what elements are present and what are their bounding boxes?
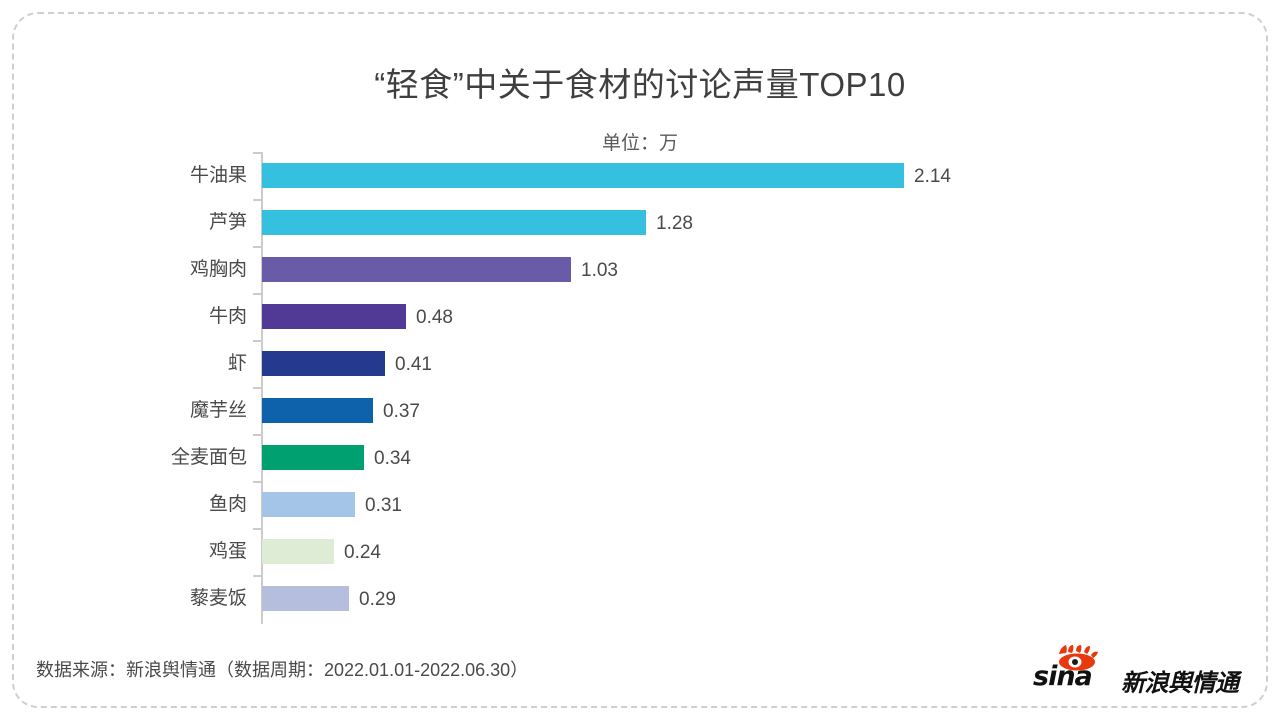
bar-wrapper: [262, 481, 355, 528]
bar-value-label: 1.28: [656, 213, 693, 234]
y-axis-line: [261, 152, 263, 624]
bar-row: 鸡蛋 0.24: [0, 528, 1280, 575]
sina-logo: sina 新浪舆情通: [1033, 645, 1248, 697]
category-label: 鸡胸肉: [189, 259, 247, 280]
bar-value-label: 0.31: [365, 495, 402, 516]
axis-tick-mark: [253, 434, 261, 436]
bar-row: 鸡胸肉 1.03: [0, 246, 1280, 293]
bar[interactable]: [262, 539, 334, 564]
bar-row: 牛肉 0.48: [0, 293, 1280, 340]
chart-unit-subtitle: 单位：万: [601, 133, 678, 154]
bar-chart-plot-area: 牛油果 2.14 芦笋 1.28 鸡胸肉 1.03 牛肉 0.48 虾 0.41 魔芋丝 0.37 全麦…: [0, 152, 1280, 624]
axis-tick-mark: [253, 340, 261, 342]
category-label: 魔芋丝: [189, 400, 247, 421]
bar[interactable]: [262, 351, 385, 376]
bar[interactable]: [262, 304, 406, 329]
bar-value-label: 0.24: [344, 542, 381, 563]
bar-row: 藜麦饭 0.29: [0, 575, 1280, 622]
bar-row: 鱼肉 0.31: [0, 481, 1280, 528]
bar-value-label: 0.37: [383, 401, 420, 422]
category-label: 鸡蛋: [208, 541, 247, 562]
sina-eye-icon: [1059, 645, 1098, 671]
page-title: “轻食”中关于食材的讨论声量TOP10: [374, 66, 906, 103]
category-label: 全麦面包: [170, 447, 247, 468]
bar-wrapper: [262, 199, 646, 246]
bar[interactable]: [262, 586, 349, 611]
category-label: 鱼肉: [208, 494, 247, 515]
axis-tick-mark: [253, 387, 261, 389]
bar[interactable]: [262, 257, 571, 282]
bar[interactable]: [262, 492, 355, 517]
sina-wordmark: sina: [1033, 661, 1093, 692]
data-source-note: 数据来源：新浪舆情通（数据周期：2022.01.01-2022.06.30）: [36, 660, 529, 680]
bar-wrapper: [262, 434, 364, 481]
category-label: 藜麦饭: [189, 588, 247, 609]
category-label: 虾: [227, 353, 247, 374]
bar-wrapper: [262, 246, 571, 293]
bar-value-label: 0.29: [359, 589, 396, 610]
bar-wrapper: [262, 293, 406, 340]
bar[interactable]: [262, 210, 646, 235]
axis-tick-mark: [253, 481, 261, 483]
bar[interactable]: [262, 398, 373, 423]
axis-tick-mark: [253, 246, 261, 248]
bar[interactable]: [262, 445, 364, 470]
bar-wrapper: [262, 575, 349, 622]
axis-tick-mark: [253, 528, 261, 530]
bar-row: 牛油果 2.14: [0, 152, 1280, 199]
axis-tick-mark: [253, 152, 261, 154]
axis-tick-mark: [253, 199, 261, 201]
bar-wrapper: [262, 387, 373, 434]
bar-wrapper: [262, 340, 385, 387]
bar-wrapper: [262, 152, 904, 199]
bar-value-label: 0.48: [416, 307, 453, 328]
bar[interactable]: [262, 163, 904, 188]
category-label: 芦笋: [208, 212, 247, 233]
bar-wrapper: [262, 528, 334, 575]
sina-product-name: 新浪舆情通: [1121, 670, 1239, 697]
bar-row: 魔芋丝 0.37: [0, 387, 1280, 434]
bar-value-label: 1.03: [581, 260, 618, 281]
bar-row: 全麦面包 0.34: [0, 434, 1280, 481]
category-label: 牛油果: [189, 165, 247, 186]
bar-row: 虾 0.41: [0, 340, 1280, 387]
axis-tick-mark: [253, 293, 261, 295]
bar-value-label: 0.41: [395, 354, 432, 375]
axis-tick-mark: [253, 575, 261, 577]
bar-value-label: 2.14: [914, 166, 951, 187]
bar-row: 芦笋 1.28: [0, 199, 1280, 246]
bar-value-label: 0.34: [374, 448, 411, 469]
category-label: 牛肉: [208, 306, 247, 327]
